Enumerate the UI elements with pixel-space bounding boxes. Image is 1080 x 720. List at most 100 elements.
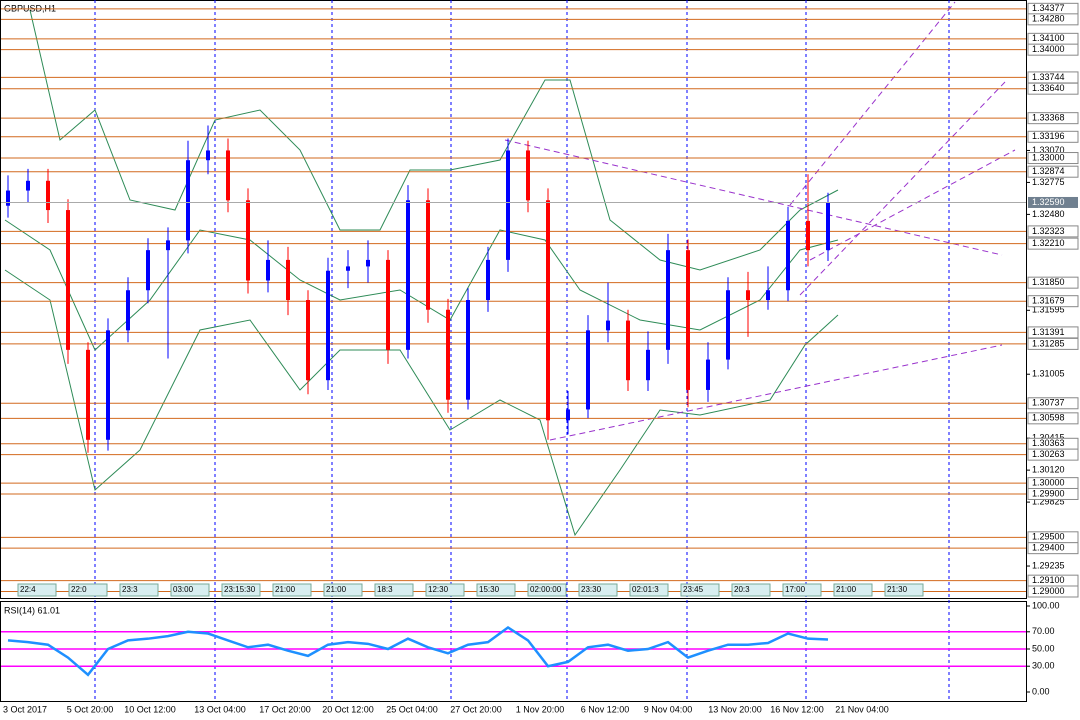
y-tick-label: 1.29235 bbox=[1032, 560, 1065, 570]
candle-body bbox=[66, 210, 70, 350]
x-tick-label: 17 Oct 20:00 bbox=[259, 704, 311, 714]
y-tick-label: 1.31005 bbox=[1032, 369, 1065, 379]
level-label-box bbox=[1027, 397, 1079, 410]
session-box bbox=[884, 583, 924, 597]
level-label: 1.32323 bbox=[1032, 226, 1065, 236]
candle-body bbox=[546, 200, 550, 421]
y-tick-label: 1.29825 bbox=[1032, 496, 1065, 506]
candle-body bbox=[666, 250, 670, 350]
level-label-box bbox=[1027, 542, 1079, 555]
candle-body bbox=[146, 250, 150, 291]
candle-body bbox=[406, 200, 410, 350]
y-tick-label: 1.32775 bbox=[1032, 177, 1065, 187]
session-label: 23:45 bbox=[683, 585, 704, 594]
level-label: 1.30598 bbox=[1032, 413, 1065, 423]
candle-body bbox=[26, 180, 30, 191]
current-price-box bbox=[1028, 196, 1078, 208]
level-label-box bbox=[1027, 152, 1079, 165]
candle-body bbox=[446, 309, 450, 400]
candle-body bbox=[606, 320, 610, 331]
x-tick-label: 10 Oct 12:00 bbox=[124, 704, 176, 714]
level-label: 1.29000 bbox=[1032, 586, 1065, 596]
candle-body bbox=[746, 290, 750, 300]
candle-body bbox=[306, 300, 310, 381]
session-box bbox=[680, 583, 720, 597]
candle-body bbox=[806, 220, 810, 251]
level-label: 1.33368 bbox=[1032, 113, 1065, 123]
session-box bbox=[272, 583, 312, 597]
session-label: 17:00 bbox=[785, 585, 806, 594]
level-label: 1.31850 bbox=[1032, 277, 1065, 287]
level-label-box bbox=[1027, 487, 1079, 500]
x-tick-label: 16 Nov 12:00 bbox=[770, 704, 824, 714]
x-tick-label: 5 Oct 20:00 bbox=[67, 704, 114, 714]
level-label-box bbox=[1027, 225, 1079, 238]
level-label: 1.31391 bbox=[1032, 327, 1065, 337]
session-label: 02:00:00 bbox=[530, 585, 562, 594]
session-label: 21:00 bbox=[275, 585, 296, 594]
rsi-y-tick-label: 70.00 bbox=[1032, 626, 1055, 636]
level-label: 1.31285 bbox=[1032, 338, 1065, 348]
level-label: 1.29900 bbox=[1032, 488, 1065, 498]
x-tick-label: 1 Nov 20:00 bbox=[516, 704, 565, 714]
level-label: 1.34280 bbox=[1032, 14, 1065, 24]
level-label: 1.34000 bbox=[1032, 44, 1065, 54]
session-label: 23:3 bbox=[122, 585, 138, 594]
x-tick-label: 9 Nov 04:00 bbox=[644, 704, 693, 714]
session-label: 02:01:3 bbox=[632, 585, 659, 594]
rsi-y-tick-label: 100.00 bbox=[1032, 600, 1060, 610]
candle-body bbox=[206, 150, 210, 161]
level-label: 1.30363 bbox=[1032, 438, 1065, 448]
level-label-box bbox=[1027, 130, 1079, 143]
level-label: 1.30263 bbox=[1032, 449, 1065, 459]
session-box bbox=[170, 583, 210, 597]
rsi-y-tick-label: 50.00 bbox=[1032, 643, 1055, 653]
x-tick-label: 13 Oct 04:00 bbox=[194, 704, 246, 714]
session-label: 21:30 bbox=[887, 585, 908, 594]
session-label: 18:3 bbox=[377, 585, 393, 594]
candle-body bbox=[586, 330, 590, 410]
level-label: 1.32210 bbox=[1032, 238, 1065, 248]
candle-body bbox=[166, 240, 170, 251]
session-label: 22:4 bbox=[20, 585, 36, 594]
rsi-y-tick-label: 30.00 bbox=[1032, 661, 1055, 671]
candle-body bbox=[106, 330, 110, 440]
session-box bbox=[68, 583, 108, 597]
session-box bbox=[323, 583, 363, 597]
session-box bbox=[221, 583, 261, 597]
candle-body bbox=[486, 259, 490, 300]
rsi-line bbox=[7, 625, 829, 677]
level-label-box bbox=[1027, 448, 1079, 461]
session-label: 22:0 bbox=[71, 585, 87, 594]
level-label-box bbox=[1027, 82, 1079, 95]
level-label-box bbox=[1027, 165, 1079, 178]
level-label-box bbox=[1027, 13, 1079, 26]
candle-body bbox=[566, 409, 570, 421]
candle-body bbox=[86, 349, 90, 440]
level-label-box bbox=[1027, 295, 1079, 308]
x-tick-label: 20 Oct 12:00 bbox=[322, 704, 374, 714]
trend-lines bbox=[504, 1, 1016, 441]
session-box bbox=[425, 583, 465, 597]
candle-body bbox=[286, 259, 290, 300]
candle-body bbox=[326, 270, 330, 381]
session-label: 21:00 bbox=[326, 585, 347, 594]
candle-body bbox=[646, 349, 650, 381]
level-label: 1.29400 bbox=[1032, 543, 1065, 553]
level-label: 1.30737 bbox=[1032, 398, 1065, 408]
level-label-box bbox=[1027, 237, 1079, 250]
level-label-box bbox=[1027, 112, 1079, 125]
level-label: 1.33196 bbox=[1032, 131, 1065, 141]
session-box bbox=[527, 583, 567, 597]
level-label: 1.33000 bbox=[1032, 152, 1065, 162]
y-tick-label: 1.33070 bbox=[1032, 145, 1065, 155]
level-label-box bbox=[1027, 43, 1079, 56]
current-price-label: 1.32590 bbox=[1032, 197, 1065, 207]
session-box bbox=[17, 583, 57, 597]
candle-body bbox=[466, 300, 470, 400]
candle-body bbox=[346, 266, 350, 271]
session-box bbox=[731, 583, 771, 597]
candle-body bbox=[706, 359, 710, 390]
session-label: 23:15:30 bbox=[224, 585, 256, 594]
session-label: 15:30 bbox=[479, 585, 500, 594]
